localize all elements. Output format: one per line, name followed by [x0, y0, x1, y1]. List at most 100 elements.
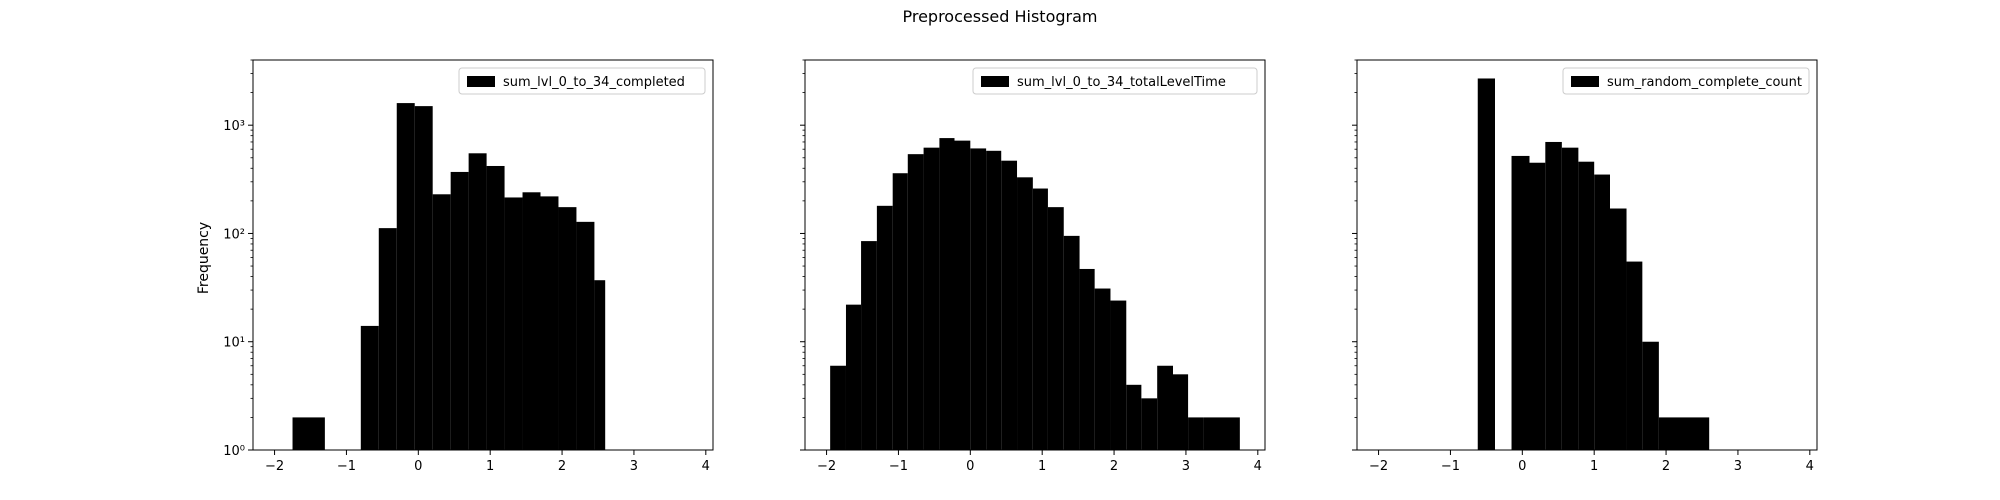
histogram-bar	[432, 194, 451, 450]
histogram-bar	[468, 153, 487, 451]
x-axis-ticks: −2 −1 0 1 2 3 4	[817, 450, 1262, 474]
x-tick-label: −2	[1369, 459, 1388, 474]
y-tick-label: 10³	[223, 119, 245, 134]
x-axis-ticks: −2 −1 0 1 2 3 4	[1369, 450, 1814, 474]
x-tick-label: 4	[1806, 459, 1814, 474]
histogram-bar	[954, 140, 971, 450]
legend: sum_random_complete_count	[1562, 67, 1810, 95]
histogram-bar	[1141, 398, 1158, 450]
subplot-1: −2 −1 0 1 2 3 4 10⁰ 10¹ 10² 10³ sum_lvl_0_to_34_com…	[223, 59, 714, 474]
histogram-bars	[830, 138, 1240, 451]
histogram-bar	[892, 173, 908, 451]
histogram-bar	[540, 196, 559, 450]
legend: sum_lvl_0_to_34_totalLevelTime	[972, 67, 1258, 95]
histogram-bar	[504, 197, 523, 450]
x-tick-label: 0	[1518, 459, 1526, 474]
y-axis-ticks: 10⁰ 10¹ 10² 10³	[223, 59, 253, 459]
x-tick-label: 3	[1182, 459, 1190, 474]
histogram-bar	[414, 106, 433, 451]
y-tick-label: 10¹	[223, 336, 245, 351]
histogram-bar	[450, 171, 469, 450]
x-tick-label: −1	[1441, 459, 1460, 474]
histogram-bar	[1561, 147, 1579, 450]
histogram-bar	[1001, 160, 1018, 450]
histogram-bar	[1578, 161, 1595, 450]
histogram-bars	[292, 103, 606, 451]
x-tick-label: 3	[630, 459, 638, 474]
x-tick-label: 3	[1734, 459, 1742, 474]
histogram-bar	[1063, 235, 1080, 450]
histogram-bar	[970, 148, 987, 450]
histogram-bar	[594, 280, 606, 450]
histogram-bar	[1173, 374, 1189, 450]
legend-label: sum_lvl_0_to_34_completed	[503, 75, 685, 90]
histogram-bar	[1094, 288, 1111, 450]
histogram-bar	[1079, 268, 1095, 450]
subplot-3: −2 −1 0 1 2 3 4 sum_random_complete_count	[1352, 59, 1818, 474]
x-tick-label: 2	[1662, 459, 1670, 474]
legend-box	[458, 67, 706, 95]
x-tick-label: 0	[414, 459, 422, 474]
legend-label: sum_random_complete_count	[1607, 75, 1802, 90]
histogram-bar	[1126, 384, 1142, 450]
histogram-bar	[876, 205, 893, 450]
x-tick-label: 4	[702, 459, 710, 474]
legend-box	[1562, 67, 1810, 95]
histogram-bar	[1594, 174, 1610, 451]
x-tick-label: 2	[1110, 459, 1118, 474]
histogram-bar	[1626, 261, 1643, 450]
histogram-bar	[907, 154, 924, 450]
histogram-bar	[522, 192, 541, 451]
histogram-bar	[360, 325, 379, 450]
x-tick-label: −2	[265, 459, 284, 474]
x-axis-ticks: −2 −1 0 1 2 3 4	[265, 450, 710, 474]
histogram-bar	[1188, 417, 1204, 450]
subplots: −2 −1 0 1 2 3 4 10⁰ 10¹ 10² 10³ sum_lvl_0_to_34_com…	[223, 59, 1818, 474]
y-axis-label: Frequency	[196, 222, 212, 294]
x-tick-label: 2	[558, 459, 566, 474]
histogram-bar	[1529, 162, 1546, 451]
histogram-bar	[576, 221, 595, 450]
x-tick-label: 1	[486, 459, 494, 474]
histogram-bar	[1017, 177, 1033, 450]
x-tick-label: 1	[1590, 459, 1598, 474]
histogram-bar	[861, 241, 877, 450]
legend-swatch	[1571, 76, 1599, 87]
histogram-bar	[845, 304, 862, 450]
histogram-bar	[558, 207, 577, 450]
y-tick-label: 10⁰	[223, 444, 245, 459]
x-tick-label: −1	[337, 459, 356, 474]
y-axis-ticks	[800, 59, 805, 451]
histogram-bar	[986, 150, 1002, 451]
histogram-bar	[1157, 365, 1173, 450]
x-tick-label: −2	[817, 459, 836, 474]
histogram-bar	[378, 228, 397, 450]
histogram-bar	[830, 365, 846, 450]
x-tick-label: 0	[966, 459, 974, 474]
histogram-bar	[1032, 188, 1048, 450]
x-tick-label: 1	[1038, 459, 1046, 474]
histogram-bar	[923, 147, 940, 450]
histogram-bar	[1477, 78, 1495, 450]
histogram-bar	[486, 165, 505, 451]
plot-frame	[804, 59, 1266, 451]
legend-swatch	[467, 76, 495, 87]
histogram-bar	[396, 103, 415, 450]
y-tick-label: 10²	[223, 227, 245, 242]
legend: sum_lvl_0_to_34_completed	[458, 67, 706, 95]
x-tick-label: −1	[889, 459, 908, 474]
histogram-bar	[1203, 417, 1240, 450]
legend-label: sum_lvl_0_to_34_totalLevelTime	[1017, 75, 1226, 90]
legend-swatch	[981, 76, 1009, 87]
figure-title: Preprocessed Histogram	[902, 7, 1097, 26]
x-tick-label: 4	[1254, 459, 1262, 474]
histogram-bars	[1477, 78, 1710, 451]
plot-frame	[252, 59, 714, 451]
histogram-bar	[1545, 141, 1562, 450]
histogram-bar	[939, 138, 955, 450]
histogram-bar	[1110, 300, 1127, 450]
histogram-bar	[1658, 417, 1710, 450]
plot-frame	[1356, 59, 1818, 451]
histogram-bar	[1511, 155, 1530, 450]
